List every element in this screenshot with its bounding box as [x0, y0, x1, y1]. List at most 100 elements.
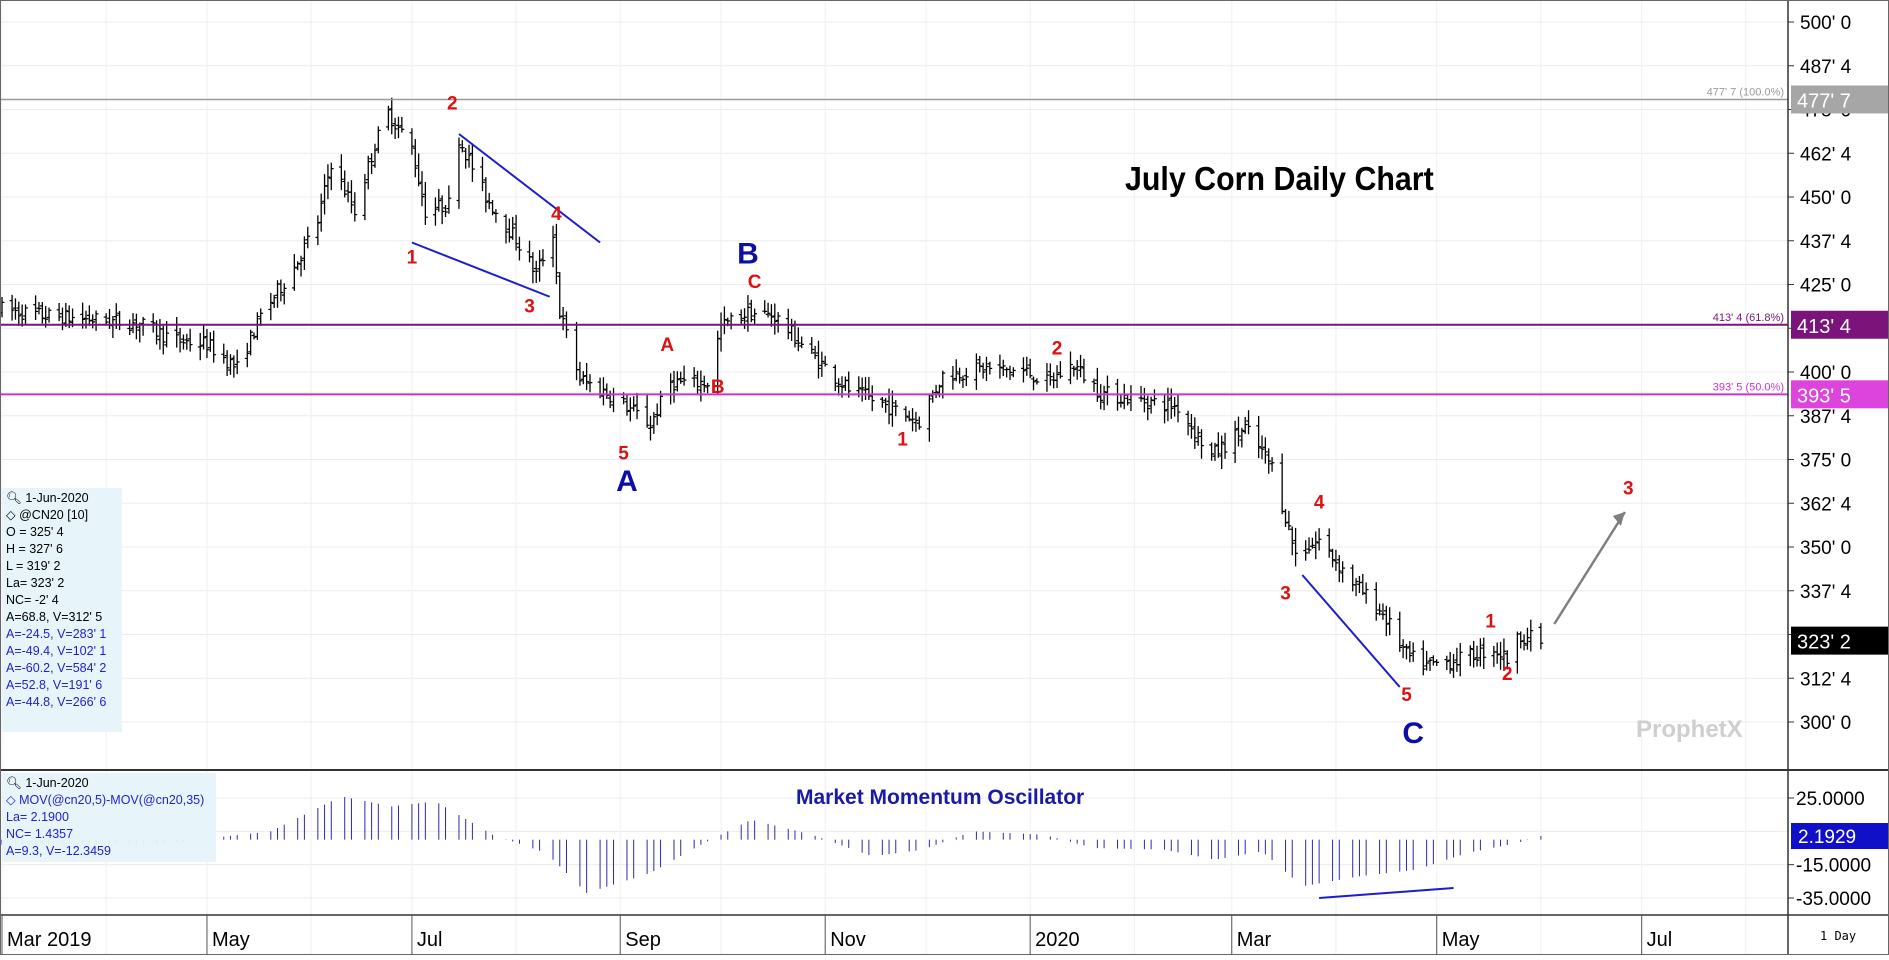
level-price-tag [1791, 85, 1888, 114]
wave-label-red: 4 [1314, 493, 1325, 514]
time-axis-label: May [1442, 929, 1480, 951]
ohlc-bar [459, 140, 465, 153]
projection-arrow-head [1612, 512, 1625, 526]
ohlc-bar [674, 371, 680, 392]
wave-label-red: 3 [524, 297, 535, 318]
ohlc-bar [631, 396, 637, 412]
ohlc-bar [916, 416, 922, 430]
ohlc-bar [1407, 641, 1413, 663]
price-axis-label: 375' 0 [1800, 451, 1851, 472]
diamond-icon: ◇ [6, 793, 16, 807]
ohlc-bar [1007, 365, 1013, 381]
wave-label-blue: A [616, 465, 638, 498]
ohlc-bar [375, 126, 381, 154]
ohlc-bar [1521, 634, 1527, 651]
info-symbol: ◇ @CN20 [10] [6, 508, 89, 522]
ohlc-bar [204, 328, 210, 359]
ohlc-bar [1172, 396, 1178, 417]
ohlc-bar [510, 216, 516, 240]
ohlc-bar [443, 204, 448, 218]
info-line: NC= -2' 4 [6, 593, 59, 607]
ohlc-bar [33, 295, 38, 320]
ohlc-bar [960, 375, 966, 388]
ohlc-bar [1242, 416, 1248, 434]
ohlc-bar [819, 351, 825, 377]
ohlc-bar [1434, 659, 1440, 667]
oscillator-title: Market Momentum Oscillator [796, 786, 1085, 809]
ohlc-bar [748, 299, 754, 323]
ohlc-bar [1145, 395, 1151, 421]
info-line: A=-44.8, V=266' 6 [6, 695, 107, 709]
ohlc-bar [1478, 638, 1483, 667]
level-price-tag-text: 477' 7 [1797, 90, 1851, 112]
ohlc-bar [365, 155, 371, 190]
price-axis-label: 425' 0 [1800, 276, 1851, 297]
price-axis-label: 462' 4 [1800, 144, 1852, 165]
ohlc-bar [1293, 527, 1298, 567]
ohlc-bar [926, 394, 932, 442]
osc-axis-label: -35.0000 [1796, 889, 1871, 910]
ohlc-bar [362, 173, 368, 221]
ohlc-bar [483, 177, 489, 213]
ohlc-bar [456, 137, 462, 209]
ohlc-bar [134, 313, 139, 340]
ohlc-bar [517, 236, 522, 261]
ohlc-bar [1199, 429, 1204, 459]
ohlc-bar [103, 313, 109, 326]
ohlc-bar [439, 195, 445, 225]
ohlc-bar [1363, 582, 1369, 604]
ohlc-bar [181, 334, 186, 350]
ohlc-bar [1444, 655, 1450, 671]
ohlc-bar [1000, 359, 1006, 377]
ohlc-bar [1142, 387, 1147, 413]
ohlc-bar [1467, 645, 1473, 667]
ohlc-bar [933, 384, 939, 399]
ohlc-bar [298, 255, 304, 277]
ohlc-bar [221, 343, 227, 364]
ohlc-bar [1071, 365, 1077, 377]
ohlc-bar [1525, 627, 1530, 650]
ohlc-bar [698, 370, 704, 402]
ohlc-bar [1222, 432, 1228, 459]
osc-info-date: 🔍︎ 1-Jun-2020 [6, 776, 89, 790]
ohlc-bar [1383, 605, 1389, 637]
chart-title: July Corn Daily Chart [1125, 160, 1434, 197]
fibonacci-level-label: 477' 7 (100.0%) [1707, 86, 1784, 98]
ohlc-bar [816, 340, 821, 379]
ohlc-bar [906, 410, 912, 422]
prophetx-watermark: ProphetX [1636, 716, 1743, 743]
ohlc-bar [634, 392, 640, 420]
wave-label-red: 4 [551, 204, 562, 225]
diamond-icon: ◇ [6, 508, 16, 522]
ohlc-bar [90, 314, 96, 329]
trend-line [1301, 574, 1401, 688]
ohlc-bar [1125, 393, 1130, 406]
ohlc-bar [436, 188, 442, 212]
ohlc-bar [997, 354, 1003, 379]
price-axis-label: 437' 4 [1800, 232, 1852, 253]
timeframe-label[interactable]: 1 Day [1820, 929, 1857, 943]
ohlc-bar [419, 171, 425, 207]
ohlc-bar [1021, 357, 1026, 383]
ohlc-bar [540, 249, 546, 267]
ohlc-bar [140, 316, 146, 336]
ohlc-bar [648, 415, 653, 441]
ohlc-bar [503, 214, 509, 244]
ohlc-bar [1027, 358, 1033, 379]
ohlc-bar [984, 356, 989, 381]
ohlc-bar [580, 371, 586, 385]
ohlc-bar [1195, 426, 1201, 446]
ohlc-bar [533, 260, 539, 284]
magnifier-icon: 🔍︎ [6, 491, 22, 505]
ohlc-bar [1165, 387, 1171, 422]
wave-label-red: A [660, 335, 674, 356]
ohlc-bar [832, 364, 838, 392]
ohlc-bar [409, 128, 415, 155]
ohlc-bar [268, 292, 274, 321]
ohlc-bar [1098, 384, 1104, 410]
ohlc-bar [1303, 540, 1309, 561]
ohlc-bar [980, 362, 986, 379]
ohlc-bar [869, 385, 875, 412]
ohlc-bar [560, 307, 566, 331]
